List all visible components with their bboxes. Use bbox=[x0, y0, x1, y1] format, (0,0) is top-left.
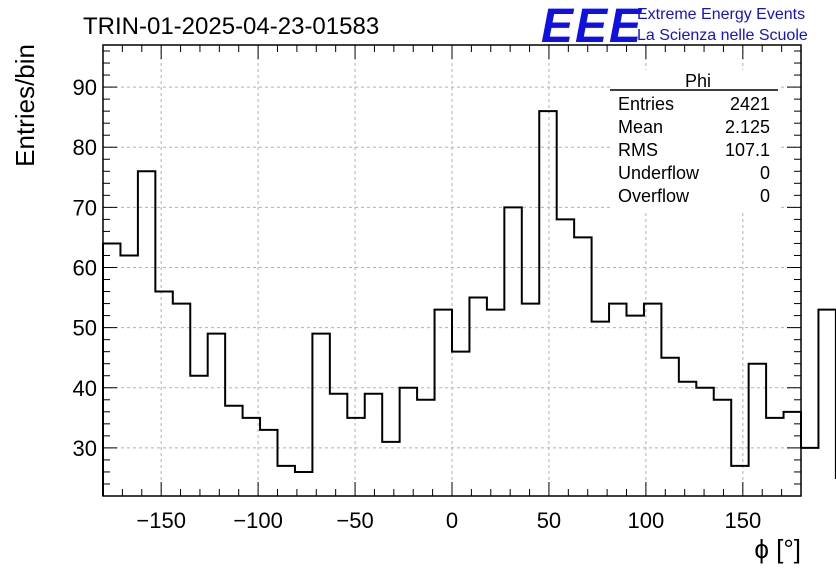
plot-frame bbox=[102, 44, 802, 497]
x-tick-label: 150 bbox=[724, 508, 761, 533]
x-tick-label: 100 bbox=[628, 508, 665, 533]
histogram-bin bbox=[784, 412, 801, 496]
histogram-bin bbox=[312, 334, 329, 496]
histogram-bin bbox=[295, 472, 312, 496]
stats-value: 107.1 bbox=[725, 140, 770, 160]
eee-logo-line1: Extreme Energy Events bbox=[637, 6, 805, 23]
stats-box-background bbox=[610, 70, 778, 210]
histogram-bin bbox=[504, 207, 521, 496]
histogram-bin bbox=[208, 334, 225, 496]
histogram-bin bbox=[225, 406, 242, 496]
grid-lines bbox=[103, 45, 801, 496]
histogram-bin bbox=[522, 304, 539, 496]
histogram-bin bbox=[644, 304, 661, 496]
stats-label: Entries bbox=[618, 94, 674, 114]
histogram-bin bbox=[818, 310, 835, 496]
histogram-bin bbox=[138, 171, 155, 496]
histogram-bin bbox=[469, 298, 486, 496]
histogram-bin bbox=[487, 310, 504, 496]
histogram-bin bbox=[696, 388, 713, 496]
y-tick-label: 60 bbox=[73, 255, 97, 280]
histogram-bin bbox=[679, 382, 696, 496]
y-tick-label: 30 bbox=[73, 436, 97, 461]
tick-labels: −150 −100 −50 0 50 100 150 30 40 50 60 70 80 90 bbox=[73, 75, 762, 533]
histogram-bin bbox=[278, 466, 295, 496]
eee-logo-line2: La Scienza nelle Scuole bbox=[637, 27, 808, 44]
run-title: TRIN-01-2025-04-23-01583 bbox=[83, 13, 379, 40]
stats-title: Phi bbox=[685, 71, 711, 91]
histogram-bin bbox=[731, 466, 748, 496]
histogram-bin bbox=[714, 400, 731, 496]
x-tick-label: −50 bbox=[336, 508, 373, 533]
histogram-bin bbox=[801, 448, 818, 496]
stats-value: 2421 bbox=[730, 94, 770, 114]
stats-box: Phi Entries 2421 Mean 2.125 RMS 107.1 Underflo… bbox=[610, 70, 778, 210]
histogram-bin bbox=[627, 316, 644, 496]
histogram-bin bbox=[661, 358, 678, 496]
histogram-bin bbox=[400, 388, 417, 496]
stats-label: RMS bbox=[618, 140, 658, 160]
histogram-bin bbox=[592, 322, 609, 496]
histogram-bin bbox=[190, 376, 207, 496]
histogram-bin bbox=[243, 418, 260, 496]
eee-logo-text: EEE bbox=[541, 0, 643, 53]
x-axis-label: ϕ [°] bbox=[754, 534, 801, 564]
histogram-bin bbox=[435, 310, 452, 496]
histogram-bin bbox=[103, 243, 120, 496]
histogram-bin bbox=[155, 292, 172, 496]
y-tick-label: 50 bbox=[73, 316, 97, 341]
histogram-bin bbox=[452, 352, 469, 496]
y-tick-label: 70 bbox=[73, 195, 97, 220]
y-axis-label: Entries/bin bbox=[10, 44, 40, 167]
histogram-bin bbox=[382, 442, 399, 496]
eee-logo: EEE Extreme Energy Events La Scienza nel… bbox=[541, 0, 808, 53]
histogram-bin bbox=[365, 394, 382, 496]
histogram-bin bbox=[749, 364, 766, 496]
histogram-bin bbox=[330, 394, 347, 496]
histogram-bin bbox=[260, 430, 277, 496]
x-tick-label: 0 bbox=[446, 508, 458, 533]
x-tick-label: −100 bbox=[233, 508, 283, 533]
histogram-bin bbox=[609, 304, 626, 496]
stats-value: 0 bbox=[760, 186, 770, 206]
histogram-bin bbox=[557, 219, 574, 496]
histogram-bin bbox=[347, 418, 364, 496]
stats-label: Overflow bbox=[618, 186, 690, 206]
y-tick-label: 40 bbox=[73, 376, 97, 401]
stats-label: Underflow bbox=[618, 163, 700, 183]
histogram-bin bbox=[766, 418, 783, 496]
stats-rows: Entries 2421 Mean 2.125 RMS 107.1 Underflow 0 Ov… bbox=[618, 94, 770, 206]
histogram-outline bbox=[102, 110, 836, 496]
y-tick-label: 80 bbox=[73, 135, 97, 160]
histogram-bin bbox=[539, 111, 556, 496]
histogram-bin bbox=[574, 237, 591, 496]
stats-value: 0 bbox=[760, 163, 770, 183]
stats-label: Mean bbox=[618, 117, 663, 137]
histogram-bin bbox=[173, 304, 190, 496]
x-tick-label: 50 bbox=[537, 508, 561, 533]
stats-value: 2.125 bbox=[725, 117, 770, 137]
x-tick-label: −150 bbox=[136, 508, 186, 533]
histogram-bin bbox=[120, 255, 137, 496]
y-tick-label: 90 bbox=[73, 75, 97, 100]
histogram-bin bbox=[417, 400, 434, 496]
